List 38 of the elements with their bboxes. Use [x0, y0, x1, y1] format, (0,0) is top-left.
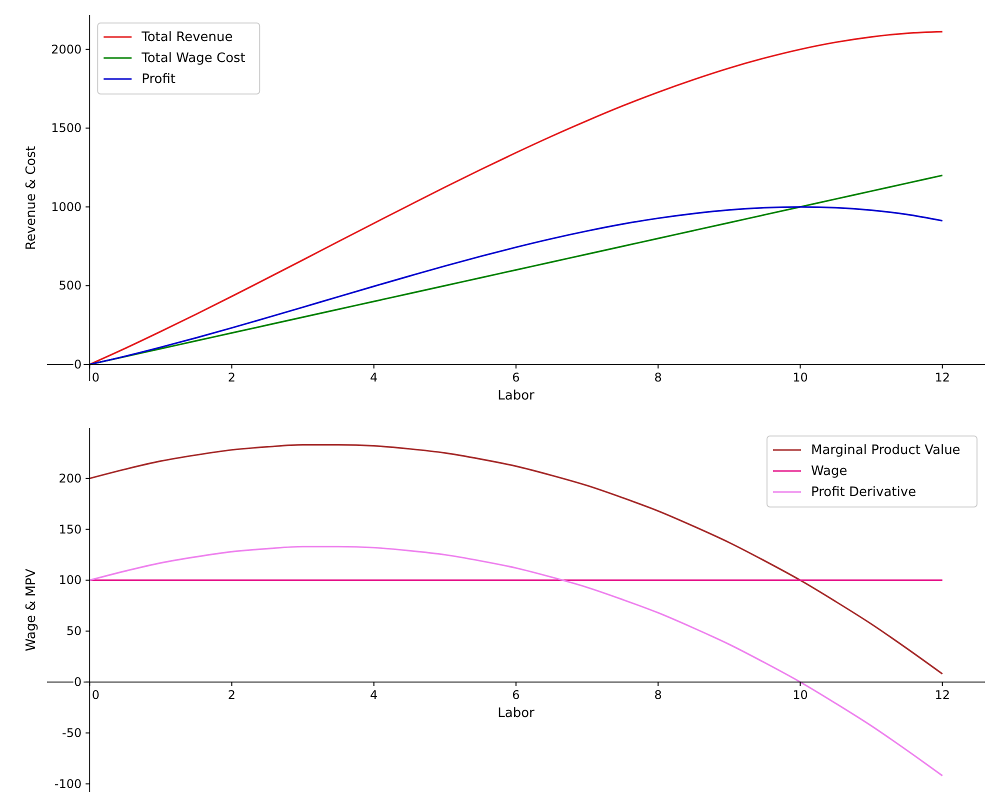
x-tick-label: 12 [934, 370, 950, 384]
x-tick-label: 6 [512, 688, 520, 702]
y-tick-label: 500 [58, 278, 82, 293]
line-series [88, 206, 944, 366]
y-axis-title: Wage & MPV [24, 568, 39, 652]
x-tick-label: 10 [792, 370, 808, 384]
y-axis-title: Revenue & Cost [24, 146, 39, 250]
y-tick-label: 50 [66, 624, 82, 638]
y-tick-label: -50 [62, 726, 82, 740]
y-tick-label: 1000 [51, 200, 82, 214]
x-tick-label: 4 [370, 370, 378, 384]
x-tick-label: 0 [92, 688, 100, 702]
y-tick-label: 200 [58, 471, 82, 486]
x-tick-label: 8 [654, 688, 662, 702]
legend-label: Total Wage Cost [140, 51, 246, 66]
legend-label: Wage [811, 464, 848, 479]
y-tick-label: 2000 [51, 42, 82, 56]
x-tick-label: 0 [92, 370, 100, 384]
y-tick-label: 0 [74, 357, 82, 372]
x-tick-label: 6 [512, 370, 520, 384]
legend-label: Profit [142, 72, 176, 87]
x-tick-label: 10 [792, 688, 808, 702]
x-tick-label: 8 [654, 370, 662, 384]
legend-label: Total Revenue [140, 30, 233, 45]
y-tick-label: 150 [58, 522, 82, 536]
legend-label: Marginal Product Value [811, 443, 960, 458]
y-tick-label: -100 [54, 776, 82, 791]
y-tick-label: 1500 [51, 121, 82, 136]
x-tick-label: 2 [228, 688, 236, 702]
y-tick-label: 100 [58, 573, 82, 588]
x-axis-title: Labor [498, 388, 536, 404]
x-tick-label: 12 [934, 688, 950, 702]
y-tick-label: 0 [74, 675, 82, 690]
x-tick-label: 4 [370, 688, 378, 702]
line-series [88, 30, 944, 366]
x-tick-label: 2 [228, 370, 236, 384]
x-axis-title: Labor [498, 706, 536, 722]
legend-label: Profit Derivative [811, 485, 916, 500]
